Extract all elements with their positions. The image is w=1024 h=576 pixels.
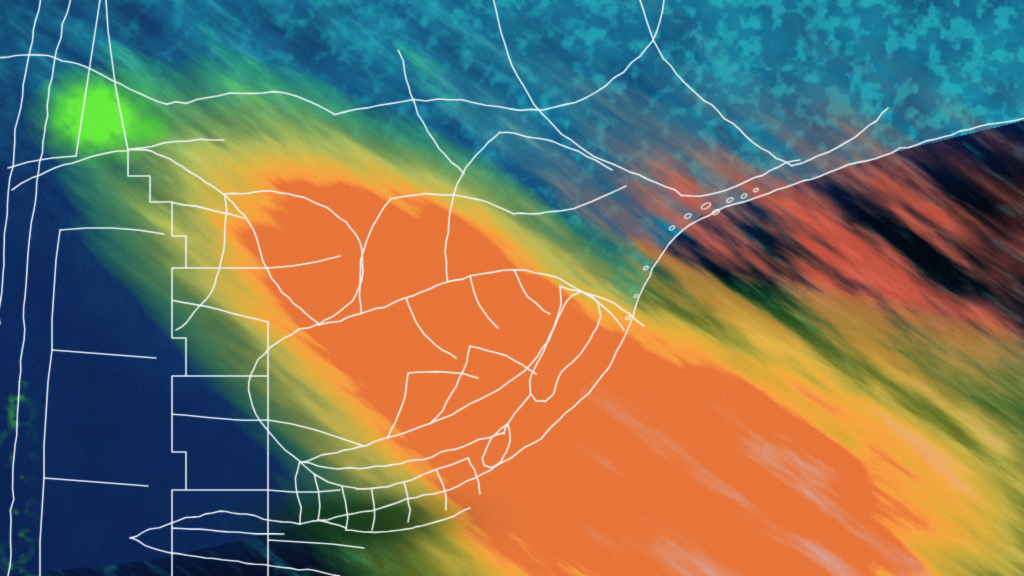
satellite-image-viewport [0, 0, 1024, 576]
satellite-imagery-layer [0, 0, 1024, 576]
